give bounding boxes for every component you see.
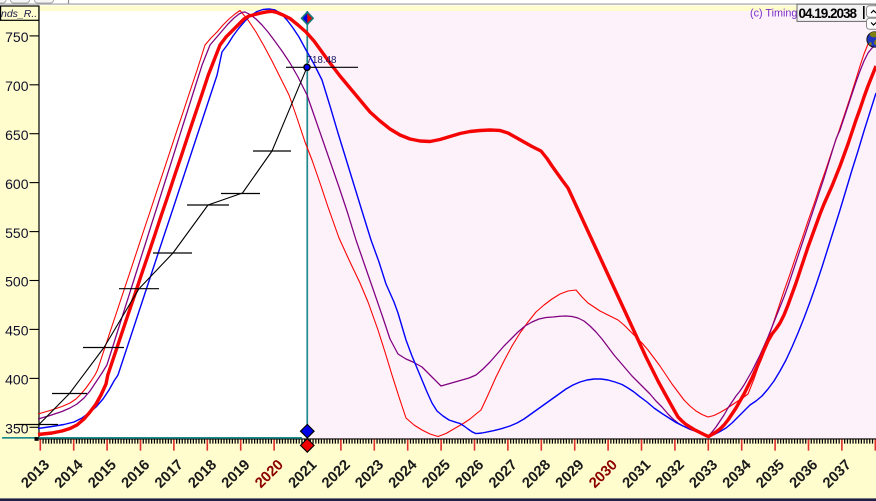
svg-text:450: 450 — [5, 323, 29, 339]
svg-text:700: 700 — [5, 78, 29, 94]
svg-text:718.48: 718.48 — [307, 55, 338, 66]
svg-text:550: 550 — [5, 225, 29, 241]
svg-text:04.19.2038: 04.19.2038 — [799, 6, 858, 21]
svg-text:400: 400 — [5, 372, 29, 388]
svg-text:650: 650 — [5, 127, 29, 143]
svg-text:350: 350 — [5, 421, 29, 437]
svg-text:nds_R..: nds_R.. — [1, 8, 37, 20]
svg-text:750: 750 — [5, 29, 29, 45]
svg-text:(c) Timing: (c) Timing — [750, 8, 797, 20]
svg-text:600: 600 — [5, 176, 29, 192]
svg-text:500: 500 — [5, 274, 29, 290]
